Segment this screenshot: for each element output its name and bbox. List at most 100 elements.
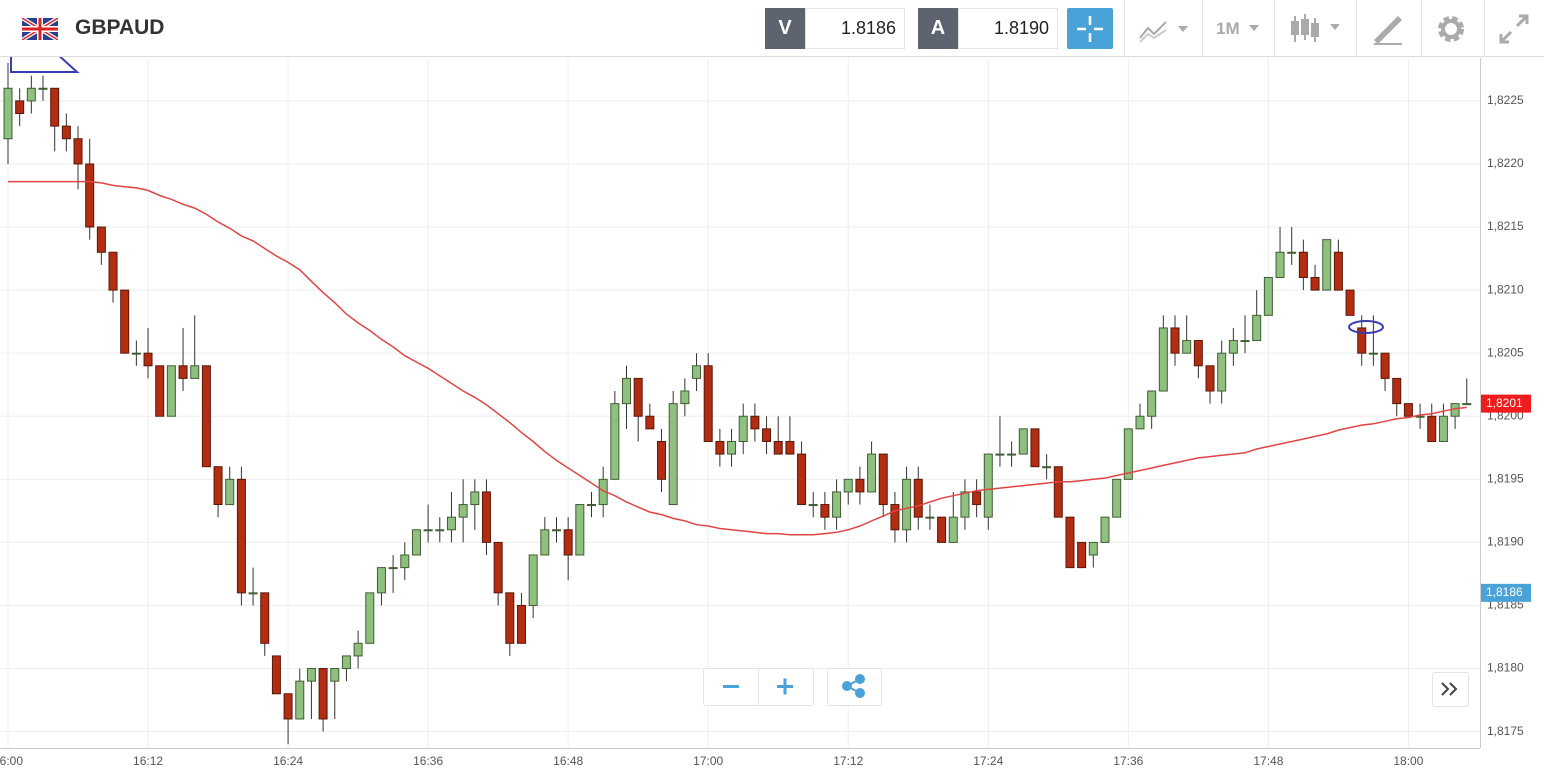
candle-body (1310, 276, 1320, 291)
candle-body (551, 529, 561, 532)
candle-body (493, 541, 503, 594)
ask-price[interactable]: 1.8190 (958, 8, 1058, 49)
separator (1202, 0, 1203, 57)
candle-body (271, 655, 281, 695)
candle-body (388, 567, 398, 570)
candle-body (1217, 352, 1227, 392)
candle-body (878, 453, 888, 506)
candle-body (1427, 415, 1437, 442)
candle-body (61, 125, 71, 140)
candle-body (867, 453, 877, 493)
candle-body (96, 226, 106, 253)
candle-body (1368, 352, 1378, 355)
separator (1124, 0, 1125, 57)
candle-body (902, 478, 912, 531)
fullscreen-button[interactable] (1497, 12, 1531, 46)
candle-body (85, 163, 95, 228)
candle-body (1053, 466, 1063, 518)
zoom-in[interactable] (777, 678, 793, 695)
candle-body (213, 466, 223, 506)
candle-body (750, 415, 760, 430)
zoom-out[interactable] (723, 685, 739, 688)
candle-body (1438, 415, 1448, 442)
separator (1356, 0, 1357, 57)
candle-body (587, 504, 596, 507)
y-tick-label: 1,8210 (1487, 282, 1524, 296)
chart-type-button[interactable] (1138, 14, 1198, 44)
x-tick-label: 17:36 (1113, 754, 1143, 768)
candle-body (190, 365, 200, 379)
candle-body (295, 680, 305, 720)
candle-body (1333, 251, 1343, 291)
candle-body (1345, 289, 1355, 316)
timeframe-button[interactable]: 1M (1216, 19, 1240, 38)
candle-body (820, 504, 830, 518)
candle-body (283, 693, 293, 720)
candle-body (108, 251, 118, 291)
candle-body (306, 668, 316, 682)
crosshair-button[interactable] (1067, 8, 1113, 49)
candle-body (925, 516, 935, 519)
candle-body (645, 415, 655, 430)
candle-body (715, 440, 725, 455)
candle-body (540, 529, 550, 556)
candle-body (365, 592, 375, 644)
price-marker (1481, 583, 1531, 602)
y-tick-label: 1,8220 (1487, 156, 1524, 170)
candle-body (797, 453, 807, 506)
candle-body (411, 529, 421, 556)
candle-body (1228, 340, 1238, 354)
x-tick-label: 18:00 (1393, 754, 1423, 768)
candle-body (458, 504, 468, 518)
separator (1421, 0, 1422, 57)
candle-body (435, 529, 445, 532)
x-tick-label: 16:12 (133, 754, 163, 768)
candle-body (1042, 466, 1052, 469)
candle-body (353, 642, 363, 657)
separator (1484, 0, 1485, 57)
candle-body (143, 352, 153, 367)
bid-price[interactable]: 1.8186 (805, 8, 905, 49)
candle-type-button[interactable] (1290, 12, 1350, 46)
settings-button[interactable] (1434, 12, 1468, 46)
candle-body (1100, 516, 1110, 543)
x-tick-label: 17:48 (1253, 754, 1283, 768)
candle-body (1322, 239, 1332, 291)
separator (1274, 0, 1275, 57)
candle-body (376, 567, 386, 594)
candle-body (1252, 314, 1262, 342)
y-tick-label: 1,8205 (1487, 345, 1524, 359)
candle-body (657, 440, 667, 480)
toolbar: GBPAUD V 1.8186 A 1.8190 1M (0, 0, 1544, 57)
candle-body (937, 516, 947, 543)
candle-body (330, 668, 340, 682)
axes: 1,81751,81801,81851,81901,81951,82001,82… (0, 93, 1531, 768)
candle-body (248, 592, 258, 595)
price-marker-label: 1,8201 (1486, 396, 1523, 410)
candle-body (1018, 428, 1028, 455)
candle-body (785, 440, 795, 455)
share-button[interactable] (842, 674, 865, 698)
ask-label[interactable]: A (918, 8, 958, 49)
candle-body (668, 403, 678, 506)
candle-body (972, 491, 982, 506)
candle-body (38, 87, 48, 90)
bid-label[interactable]: V (765, 8, 805, 49)
candle-body (236, 478, 246, 594)
candle-body (15, 100, 25, 115)
candle-body (155, 365, 165, 417)
candle-body (762, 428, 772, 442)
candle-body (1287, 251, 1297, 254)
candle-body (446, 516, 456, 531)
candle-body (633, 377, 643, 417)
price-marker-label: 1,8186 (1486, 585, 1523, 599)
candle-body (505, 592, 515, 644)
crosshair-icon (1077, 15, 1103, 42)
scroll-right-button[interactable] (1441, 682, 1458, 696)
y-tick-label: 1,8180 (1487, 661, 1524, 675)
x-tick-label: 17:00 (693, 754, 723, 768)
draw-tools-button[interactable] (1372, 12, 1406, 46)
candle-body (260, 592, 270, 644)
candle-body (727, 440, 737, 455)
